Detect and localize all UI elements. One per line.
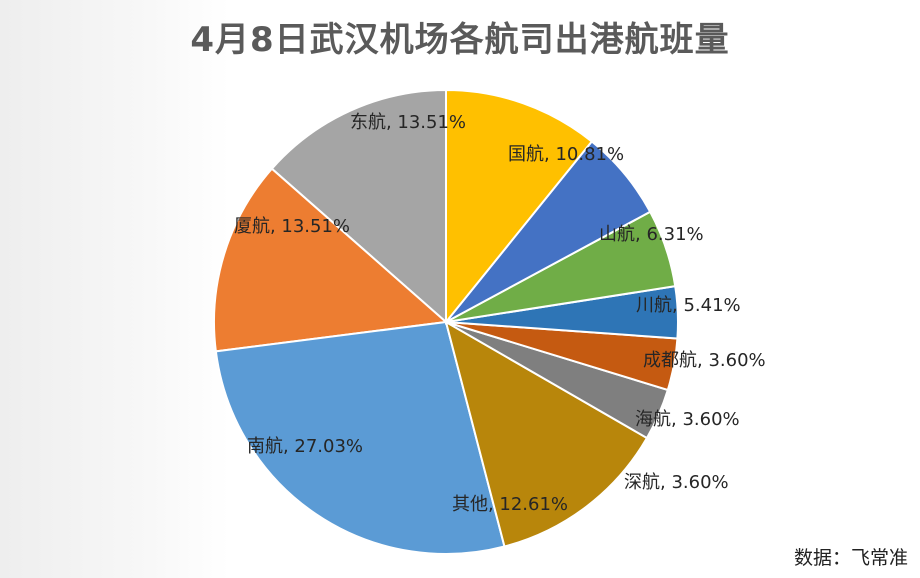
slice-label-其他: 其他, 12.61% bbox=[452, 494, 568, 515]
pie-slice-其他 bbox=[444, 319, 649, 548]
background-gradient bbox=[0, 0, 230, 578]
slice-label-海航: 海航, 3.60% bbox=[635, 409, 740, 430]
slice-label-厦航: 厦航, 13.51% bbox=[234, 216, 350, 237]
pie-slice-南航 bbox=[214, 320, 506, 555]
slice-label-深航: 深航, 3.60% bbox=[624, 472, 729, 493]
slice-label-国航: 国航, 10.81% bbox=[508, 144, 624, 165]
slice-label-东航: 东航, 13.51% bbox=[350, 112, 466, 133]
pie-slice-厦航 bbox=[213, 167, 449, 353]
slice-label-成都航: 成都航, 3.60% bbox=[643, 350, 766, 371]
slice-label-川航: 川航, 5.41% bbox=[636, 295, 741, 316]
chart-title: 4月8日武汉机场各航司出港航班量 bbox=[190, 20, 730, 60]
slice-label-山航: 山航, 6.31% bbox=[599, 224, 704, 245]
slice-label-南航: 南航, 27.03% bbox=[247, 436, 363, 457]
data-source: 数据：飞常准 bbox=[793, 547, 908, 569]
pie-slice-国航 bbox=[445, 88, 594, 325]
pie-slice-东航 bbox=[270, 88, 447, 325]
